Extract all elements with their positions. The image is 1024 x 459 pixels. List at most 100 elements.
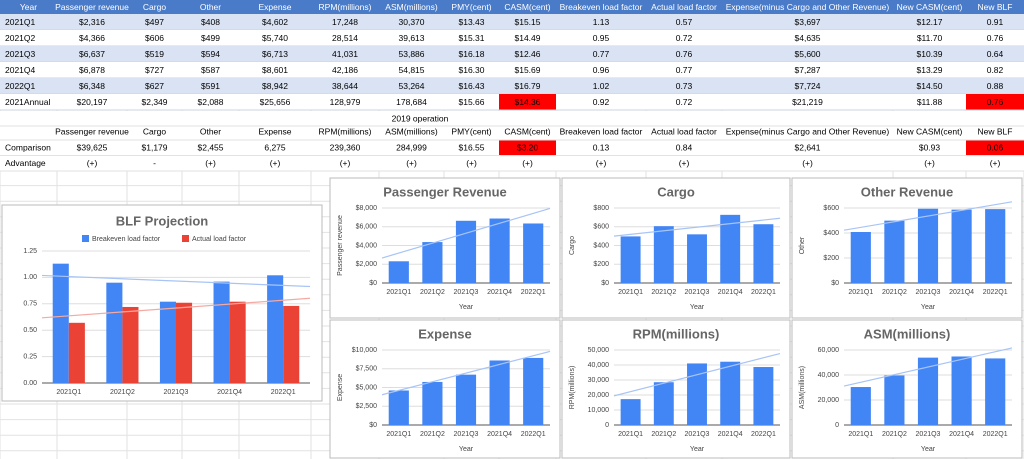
cell: $587 [201, 65, 220, 75]
cell: $39,625 [77, 142, 108, 152]
cell: $6,713 [262, 49, 288, 59]
bar [850, 232, 871, 283]
legend-swatch [82, 235, 89, 242]
chart-title: ASM(millions) [864, 326, 951, 341]
bar [850, 387, 871, 425]
y-tick-label: $400 [593, 242, 609, 249]
y-tick-label: $7,500 [356, 366, 378, 373]
bar [229, 301, 246, 383]
cell: $4,366 [79, 33, 105, 43]
cell: $2,088 [198, 97, 224, 107]
x-tick-label: 2021Q4 [718, 289, 743, 296]
x-tick-label: 2021Q3 [916, 431, 941, 438]
header-cell: PMY(cent) [451, 2, 491, 12]
trendline [41, 274, 311, 288]
y-tick-label: $8,000 [356, 205, 378, 212]
trendline [613, 352, 781, 397]
bar [753, 367, 774, 425]
cell: 0.88 [987, 81, 1004, 91]
legend-swatch [182, 235, 189, 242]
chart-title: Expense [418, 326, 471, 341]
x-tick-label: 2021Q1 [848, 431, 873, 438]
cell: (+) [679, 158, 690, 168]
bar [283, 305, 300, 383]
table-row [0, 14, 1024, 30]
row-label: 2021Q1 [5, 17, 36, 27]
x-tick-label: 2022Q1 [521, 289, 546, 296]
x-tick-label: 2021Q4 [949, 431, 974, 438]
x-tick-label: 2021Q4 [487, 289, 512, 296]
x-tick-label: 2021Q2 [420, 289, 445, 296]
cell: (+) [406, 158, 417, 168]
cell: $7,287 [795, 65, 821, 75]
cell: $519 [145, 49, 164, 59]
x-axis-label: Year [690, 304, 705, 311]
chart-box [791, 319, 1023, 459]
y-tick-label: $0 [369, 280, 377, 287]
bar [720, 361, 741, 425]
x-tick-label: 2022Q1 [751, 431, 776, 438]
cell: 38,644 [332, 81, 358, 91]
cell: $15.69 [515, 65, 541, 75]
x-tick-label: 2021Q3 [164, 389, 189, 396]
cell: 53,264 [399, 81, 425, 91]
y-tick-label: 0.50 [23, 327, 37, 334]
table-row [0, 78, 1024, 94]
y-tick-label: 20,000 [588, 392, 610, 399]
chart-title: BLF Projection [116, 213, 209, 228]
cell: (+) [522, 158, 533, 168]
x-tick-label: 2021Q2 [420, 431, 445, 438]
y-tick-label: $800 [593, 205, 609, 212]
cell: $13.29 [917, 65, 943, 75]
x-tick-label: 2021Q3 [454, 289, 479, 296]
x-tick-label: 2022Q1 [983, 431, 1008, 438]
y-tick-label: 10,000 [588, 407, 610, 414]
x-axis-label: Year [459, 304, 474, 311]
y-tick-label: 1.00 [23, 274, 37, 281]
chart-title: Cargo [657, 184, 695, 199]
bar [489, 218, 510, 283]
y-tick-label: 30,000 [588, 377, 610, 384]
cell: 128,979 [330, 97, 361, 107]
cell: 0.76 [987, 33, 1004, 43]
bar [653, 382, 674, 425]
x-tick-label: 2021Q4 [487, 431, 512, 438]
bar [388, 390, 409, 425]
cell: $11.70 [917, 33, 943, 43]
cell: $8,601 [262, 65, 288, 75]
x-tick-label: 2021Q3 [454, 431, 479, 438]
header-cell: Breakeven load factor [560, 2, 643, 12]
y-axis-label: RPM(millions) [569, 366, 576, 410]
cell: $408 [201, 17, 220, 27]
cell: $2,316 [79, 17, 105, 27]
y-tick-label: $200 [593, 261, 609, 268]
y-tick-label: 50,000 [588, 347, 610, 354]
header-cell: ASM(millions) [385, 126, 438, 136]
cell: 0.76 [987, 97, 1004, 107]
y-axis-label: Cargo [569, 236, 576, 255]
cell: $2,349 [142, 97, 168, 107]
cell: 178,684 [396, 97, 427, 107]
highlight-cell [499, 94, 556, 110]
x-tick-label: 2021Q2 [882, 289, 907, 296]
x-tick-label: 2022Q1 [751, 289, 776, 296]
y-tick-label: $5,000 [356, 384, 378, 391]
cell: 0.96 [593, 65, 610, 75]
y-tick-label: 0 [605, 422, 609, 429]
bar [951, 209, 972, 283]
cell: $497 [145, 17, 164, 27]
cell: $3.20 [517, 142, 539, 152]
header-cell: Breakeven load factor [560, 126, 643, 136]
y-tick-label: $600 [593, 224, 609, 231]
cell: (+) [205, 158, 216, 168]
cell: 39,613 [399, 33, 425, 43]
cell: $16.30 [459, 65, 485, 75]
table-row [0, 62, 1024, 78]
x-tick-label: 2021Q3 [685, 431, 710, 438]
y-tick-label: $6,000 [356, 224, 378, 231]
header-cell: RPM(millions) [319, 2, 372, 12]
chart-box [561, 177, 791, 319]
y-axis-label: Expense [337, 374, 344, 401]
header-row [0, 0, 1024, 14]
cell: 0.57 [676, 17, 693, 27]
